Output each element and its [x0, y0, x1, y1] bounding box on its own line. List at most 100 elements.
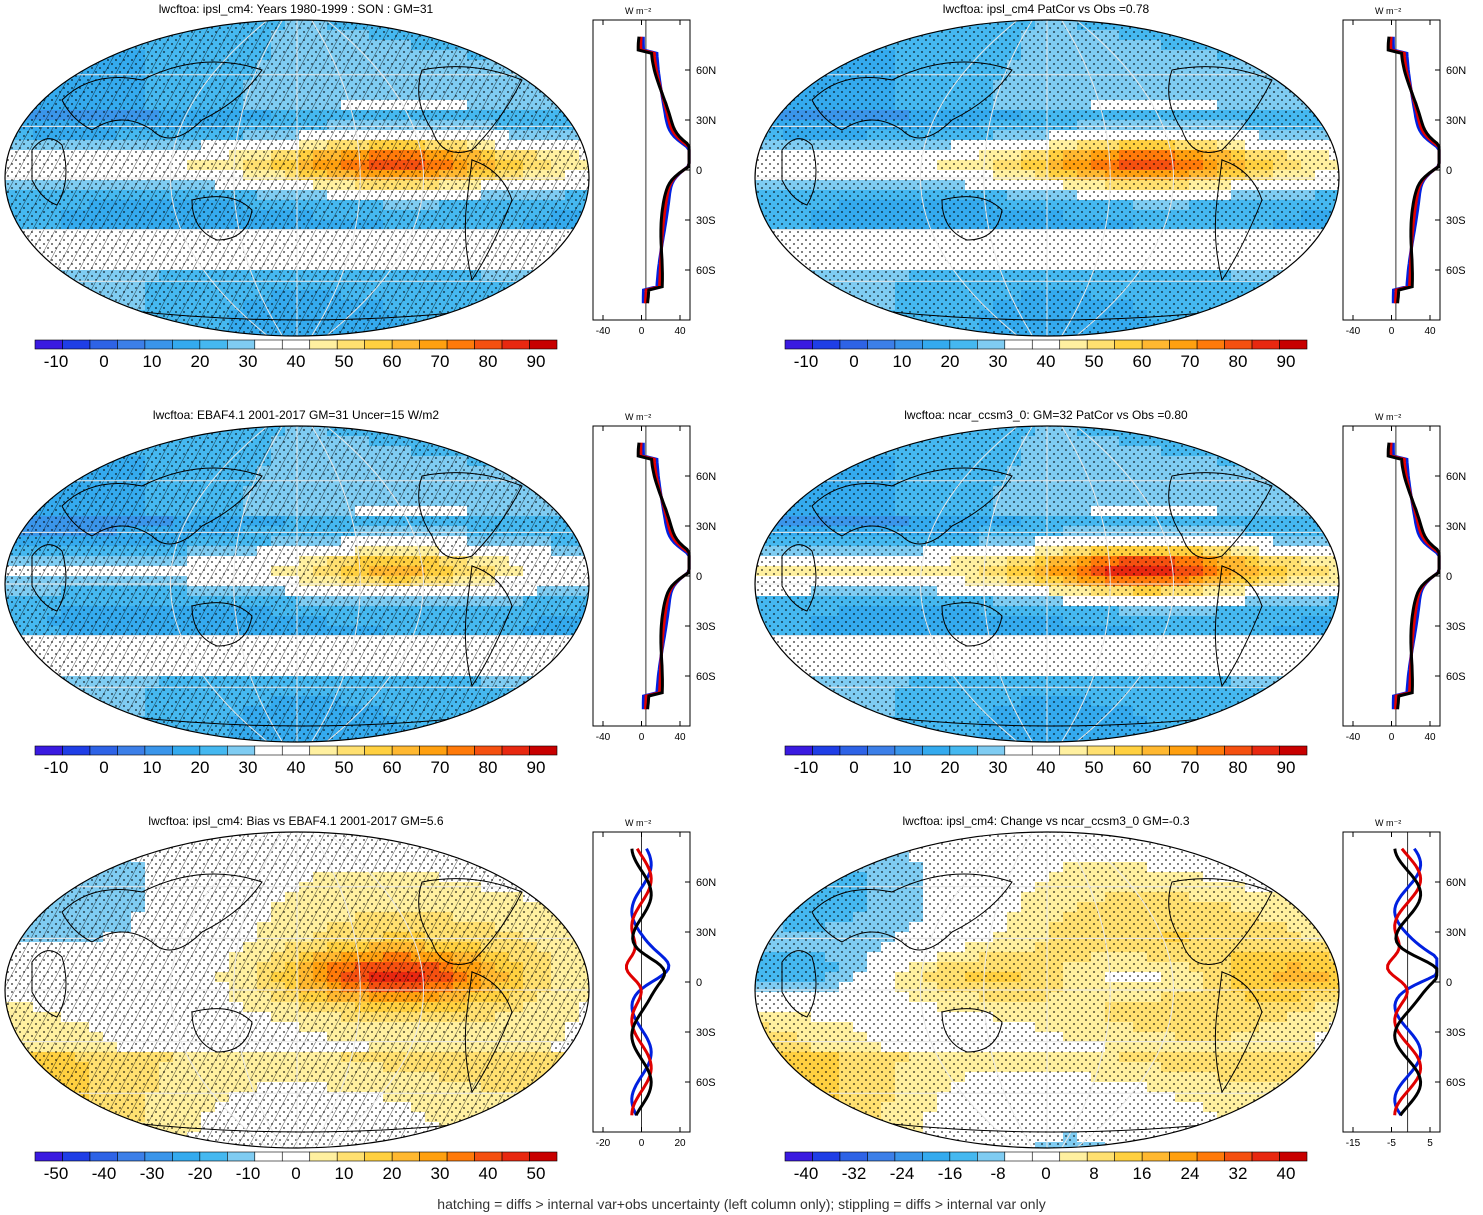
zonal-lat-label: 60S [1446, 671, 1466, 683]
zonal-frame [1342, 425, 1441, 727]
colorbar-label: 0 [99, 758, 108, 777]
map-title: lwcftoa: ipsl_cm4: Bias vs EBAF4.1 2001-… [148, 814, 444, 828]
colorbar-swatch [1196, 339, 1225, 350]
colorbar-swatch [1059, 1151, 1088, 1162]
colorbar-swatch [199, 745, 228, 756]
colorbar-swatch [867, 339, 896, 350]
zonal-lat-label: 30N [696, 927, 716, 939]
colorbar-swatch [1279, 339, 1308, 350]
graticule [5, 832, 589, 1148]
map-title: lwcftoa: ipsl_cm4 PatCor vs Obs =0.78 [942, 2, 1150, 16]
colorbar-swatch [812, 339, 841, 350]
colorbar-swatch [199, 1151, 228, 1162]
colorbar-swatch [474, 339, 503, 350]
colorbar-swatch [1196, 745, 1225, 756]
zonal-lat-label: 60S [696, 1077, 716, 1089]
coastlines [781, 467, 1273, 727]
zonal-line-red [625, 847, 653, 1116]
colorbar-swatch [784, 339, 813, 350]
colorbar-label: 16 [1133, 1164, 1152, 1183]
colorbar-label: 10 [893, 352, 912, 371]
zonal-xtick-label: 0 [1389, 732, 1395, 743]
colorbar-label: 80 [1229, 758, 1248, 777]
colorbar-label: 20 [941, 758, 960, 777]
graticule [755, 832, 1339, 1148]
colorbar-label: 30 [239, 758, 258, 777]
colorbar-swatch [949, 1151, 978, 1162]
colorbar-swatch [364, 745, 393, 756]
colorbar-label: 40 [479, 1164, 498, 1183]
zonal-xtick-label: 40 [1424, 326, 1436, 337]
panel-graphics: -40 -32 -24 -16 -8 0 8 16 24 32 40 60N 30N 0 30S 60S -15… [754, 831, 1466, 1183]
colorbar: -10 0 10 20 30 40 50 60 70 80 90 [784, 745, 1308, 777]
colorbar-swatch [199, 339, 228, 350]
colorbar: -10 0 10 20 30 40 50 60 70 80 90 [784, 339, 1308, 371]
colorbar-swatch [529, 339, 558, 350]
colorbar-label: -16 [938, 1164, 963, 1183]
zonal-lat-label: 0 [1446, 571, 1452, 583]
colorbar-swatch [281, 1151, 311, 1162]
graticule [755, 20, 1339, 336]
colorbar-swatch [1114, 745, 1143, 756]
map [754, 19, 1340, 337]
colorbar-swatch [1169, 745, 1198, 756]
colorbar-swatch [839, 339, 868, 350]
colorbar-label: 50 [527, 1164, 546, 1183]
zonal-line-blue [630, 848, 671, 1116]
zonal-lat-label: 60N [1446, 471, 1466, 483]
zonal-xtick-label: -40 [596, 326, 611, 337]
zonal-lat-label: 30N [1446, 115, 1466, 127]
colorbar-swatch [1251, 745, 1280, 756]
colorbar-label: -10 [236, 1164, 261, 1183]
colorbar-label: 80 [479, 352, 498, 371]
colorbar-swatch [1224, 1151, 1253, 1162]
colorbar: -10 0 10 20 30 40 50 60 70 80 90 [34, 339, 558, 371]
zonal-lat-label: 30S [1446, 621, 1466, 633]
zonal-lat-label: 30S [1446, 215, 1466, 227]
panel-graphics: -10 0 10 20 30 40 50 60 70 80 90 60N 30N 0 30S 60S -40 0 4… [754, 19, 1466, 371]
colorbar-label: 10 [143, 352, 162, 371]
colorbar-swatch [784, 745, 813, 756]
zonal-xtick-label: -5 [1387, 1138, 1396, 1149]
colorbar-swatch [309, 745, 338, 756]
colorbar-swatch [1141, 745, 1170, 756]
zonal-xtick-label: 20 [674, 1138, 686, 1149]
zonal-line-black [630, 848, 667, 1117]
zonal-lat-label: 60N [696, 877, 716, 889]
zonal-mean-plot: 60N 30N 0 30S 60S -15 -5 5 [1342, 831, 1466, 1149]
colorbar-swatch [894, 339, 923, 350]
colorbar-swatch [227, 1151, 256, 1162]
colorbar-swatch [922, 745, 951, 756]
colorbar-label: 40 [287, 758, 306, 777]
zonal-mean-plot: 60N 30N 0 30S 60S -20 0 20 [592, 831, 716, 1149]
zonal-units: W m⁻² [625, 6, 652, 16]
zonal-lat-label: 60S [1446, 265, 1466, 277]
panel-graphics: -10 0 10 20 30 40 50 60 70 80 90 60N 30N 0 30S 60S -40 0 4… [4, 19, 716, 371]
zonal-lat-label: 30S [1446, 1027, 1466, 1039]
colorbar-label: 60 [383, 758, 402, 777]
colorbar-swatch [867, 745, 896, 756]
colorbar: -50 -40 -30 -20 -10 0 10 20 30 40 50 [34, 1151, 558, 1183]
colorbar-label: 60 [1133, 352, 1152, 371]
graticule [5, 426, 589, 742]
zonal-line-black [1393, 848, 1439, 1117]
colorbar-swatch [1004, 339, 1033, 350]
map-title: lwcftoa: ipsl_cm4: Years 1980-1999 : SON… [158, 2, 434, 16]
colorbar-swatch [172, 339, 201, 350]
colorbar-swatch [1224, 745, 1253, 756]
colorbar-swatch [336, 745, 365, 756]
colorbar-swatch [34, 339, 63, 350]
zonal-units: W m⁻² [625, 818, 652, 828]
colorbar-swatch [117, 745, 146, 756]
zonal-units: W m⁻² [1375, 6, 1402, 16]
zonal-line-blue [1393, 847, 1439, 1117]
panel-1: lwcftoa: ipsl_cm4: Years 1980-1999 : SON… [0, 0, 733, 390]
map-title: lwcftoa: ipsl_cm4: Change vs ncar_ccsm3_… [902, 814, 1190, 828]
colorbar: -10 0 10 20 30 40 50 60 70 80 90 [34, 745, 558, 777]
colorbar-swatch [227, 339, 256, 350]
colorbar-swatch [89, 745, 118, 756]
colorbar-swatch [1059, 745, 1088, 756]
colorbar-swatch [1114, 1151, 1143, 1162]
colorbar-label: -20 [188, 1164, 213, 1183]
colorbar-label: 0 [99, 352, 108, 371]
